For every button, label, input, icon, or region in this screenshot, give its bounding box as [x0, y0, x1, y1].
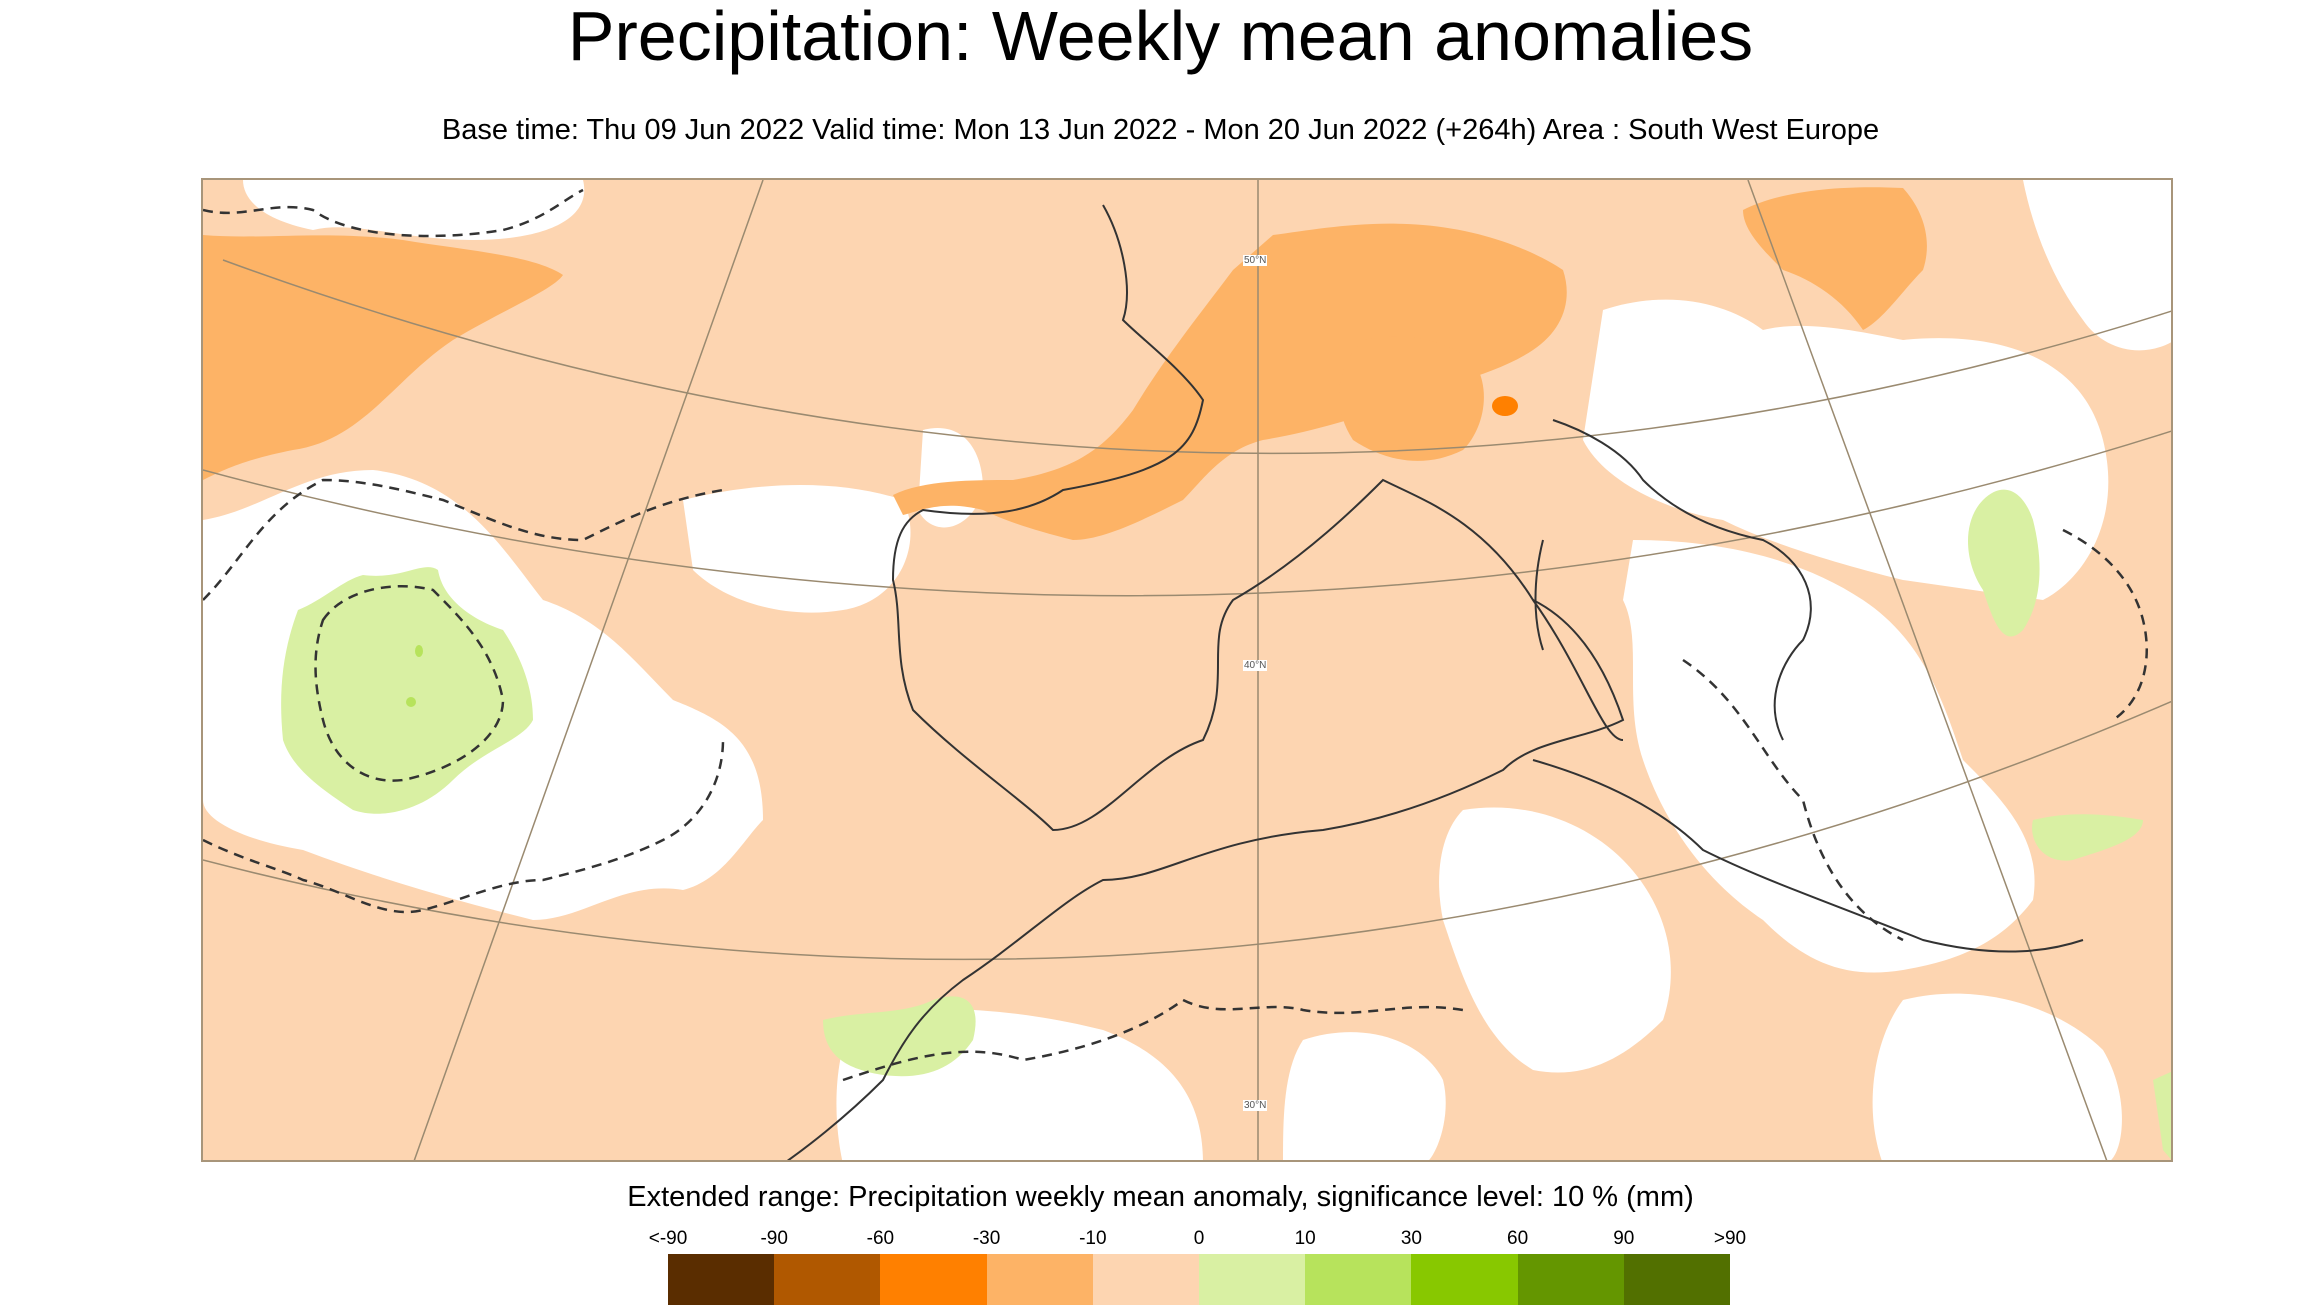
- legend-label: -60: [866, 1228, 895, 1249]
- lat-label-50n: 50°N: [1243, 255, 1268, 266]
- legend-swatch: [1411, 1254, 1518, 1305]
- legend-label: -10: [1079, 1228, 1107, 1249]
- legend-title: Extended range: Precipitation weekly mea…: [627, 1181, 1694, 1213]
- wet-anomaly-moderate: [406, 645, 423, 707]
- legend-label: 0: [1193, 1228, 1205, 1249]
- anomaly-map: 50°N 40°N 30°N: [201, 178, 2173, 1162]
- legend-label: <-90: [648, 1228, 688, 1249]
- legend-labels: <-90 -90 -60 -30 -10 0 10 30 60 90 >90: [649, 1228, 1746, 1250]
- legend-swatch: [1305, 1254, 1412, 1305]
- lat-label-30n: 30°N: [1243, 1100, 1268, 1111]
- page-title: Precipitation: Weekly mean anomalies: [567, 0, 1754, 75]
- dry-anomaly-strong: [1492, 396, 1518, 416]
- dry-anomaly-moderate: [203, 187, 1927, 541]
- graticule: [203, 180, 2171, 1160]
- legend-colorbar: [668, 1254, 1731, 1305]
- legend-swatch: [1092, 1254, 1200, 1305]
- legend-label: 90: [1613, 1228, 1635, 1249]
- legend-swatch: [880, 1254, 987, 1305]
- coastlines: [786, 204, 2084, 1160]
- legend-label: -30: [972, 1228, 1001, 1249]
- map-canvas: [203, 180, 2171, 1160]
- legend-swatch: [1199, 1254, 1306, 1305]
- legend-label: >90: [1713, 1228, 1747, 1249]
- legend-swatch: [774, 1254, 881, 1305]
- lat-label-40n: 40°N: [1243, 660, 1268, 671]
- legend-label: 30: [1400, 1228, 1422, 1249]
- legend-swatch: [1517, 1254, 1624, 1305]
- legend-swatch: [986, 1254, 1093, 1305]
- page-subtitle: Base time: Thu 09 Jun 2022 Valid time: M…: [441, 114, 1880, 146]
- legend-label: 60: [1507, 1228, 1529, 1249]
- legend-label: -90: [760, 1228, 788, 1249]
- significance-contours: [203, 188, 2148, 1082]
- legend-swatch: [668, 1254, 775, 1305]
- legend-label: 10: [1294, 1228, 1316, 1249]
- legend-swatch: [1623, 1254, 1731, 1305]
